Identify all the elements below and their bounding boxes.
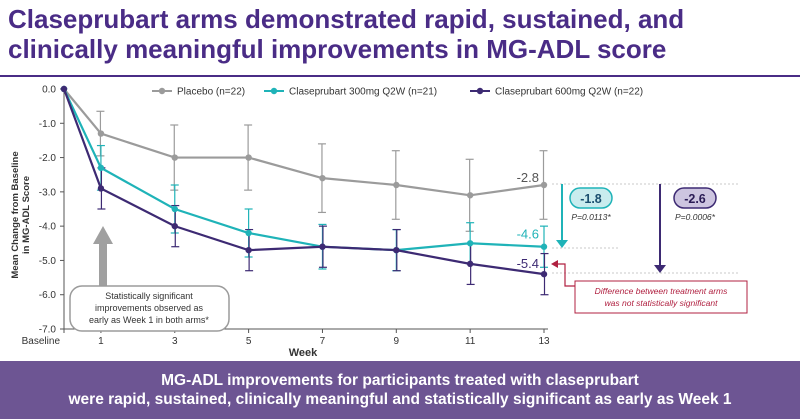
series-line [63, 88, 545, 197]
title-line-1: Claseprubart arms demonstrated rapid, su… [8, 4, 685, 34]
data-point [466, 192, 474, 199]
x-tick-label: 11 [465, 336, 476, 347]
y-tick-label: -7.0 [39, 325, 57, 336]
diff-600mg-callout: -2.6 P=0.0006* [654, 184, 717, 273]
data-point [319, 174, 326, 182]
diff-600mg-badge [673, 187, 717, 209]
series-lines: -2.8 -4.6 -5.4 [60, 85, 548, 278]
y-axis-label-line-1: Mean Change from Baseline [10, 151, 21, 278]
end-value-label: -2.8 [517, 170, 539, 185]
legend-swatch-marker [270, 87, 278, 95]
diff-300mg-callout: -1.8 P=0.0113* [556, 184, 613, 248]
chart-legend: Placebo (n=22) Claseprubart 300mg Q2W (n=… [152, 87, 643, 98]
data-point [97, 130, 105, 137]
x-tick-label: 3 [172, 336, 178, 347]
end-value-label: -5.4 [517, 256, 539, 271]
y-tick-label: -6.0 [39, 290, 57, 301]
data-point [466, 240, 474, 247]
data-point [171, 222, 178, 230]
data-point [466, 260, 474, 268]
diff-300mg-value: -1.8 [580, 192, 602, 206]
y-tick-label: 0.0 [42, 85, 56, 96]
between-arms-line-1: Difference between treatment arms [595, 286, 729, 296]
x-tick-label: 1 [98, 336, 104, 347]
early-improvement-line-2: improvements observed as [95, 303, 204, 313]
x-tick-label: 7 [320, 336, 326, 347]
x-tick-label: Baseline [22, 336, 61, 347]
series-line [63, 88, 545, 252]
series-line [62, 88, 545, 276]
early-improvement-callout: Statistically significant improvements o… [69, 226, 230, 332]
between-arms-box [574, 280, 748, 314]
up-arrow-icon [93, 226, 113, 286]
banner-line-2: were rapid, sustained, clinically meanin… [68, 391, 732, 408]
title-line-2: clinically meaningful improvements in MG… [8, 34, 667, 64]
y-tick-label: -4.0 [39, 222, 57, 233]
data-point [171, 154, 178, 161]
early-improvement-box [69, 285, 230, 332]
data-point [540, 181, 548, 189]
left-arrow-icon [551, 260, 558, 268]
end-value-label: -4.6 [517, 227, 539, 242]
banner-line-1: MG-ADL improvements for participants tre… [161, 372, 639, 389]
early-improvement-line-1: Statistically significant [105, 291, 193, 301]
p-value-300mg: P=0.0113* [571, 212, 611, 222]
diff-300mg-badge [569, 187, 613, 209]
between-arms-callout: Difference between treatment arms was no… [551, 260, 748, 314]
data-point [245, 154, 252, 161]
y-axis-label-line-2: in MG-ADL Score [21, 176, 32, 254]
legend-swatch-marker [476, 87, 484, 95]
data-point [97, 185, 105, 192]
x-axis-label: Week [289, 347, 318, 359]
early-improvement-line-3: early as Week 1 in both arms* [89, 315, 209, 325]
between-arms-line-2: was not statistically significant [605, 298, 719, 308]
data-point [60, 85, 68, 93]
slide-title: Claseprubart arms demonstrated rapid, su… [8, 4, 798, 64]
summary-banner: MG-ADL improvements for participants tre… [0, 361, 800, 419]
data-point [540, 243, 548, 250]
legend-swatch-marker [158, 87, 166, 95]
data-point [393, 246, 400, 254]
legend-label: Placebo (n=22) [177, 87, 245, 98]
x-tick-label: 9 [394, 336, 400, 347]
data-point [97, 164, 105, 172]
y-tick-label: -2.0 [39, 153, 57, 164]
legend-label: Claseprubart 600mg Q2W (n=22) [495, 87, 643, 98]
down-arrow-icon [556, 240, 568, 248]
y-tick-label: -5.0 [39, 256, 57, 267]
x-tick-label: 13 [538, 336, 550, 347]
x-tick-label: 5 [246, 336, 252, 347]
y-tick-label: -1.0 [39, 119, 57, 130]
diff-600mg-value: -2.6 [684, 192, 706, 206]
legend-label: Claseprubart 300mg Q2W (n=21) [289, 87, 437, 98]
data-point [540, 270, 548, 278]
data-point [319, 243, 326, 250]
data-point [245, 246, 252, 254]
p-value-600mg: P=0.0006* [675, 212, 716, 222]
data-point [171, 205, 178, 213]
y-tick-label: -3.0 [39, 187, 57, 198]
down-arrow-icon [654, 265, 666, 273]
data-point [393, 181, 400, 189]
title-divider [0, 75, 800, 77]
data-point [245, 229, 252, 237]
